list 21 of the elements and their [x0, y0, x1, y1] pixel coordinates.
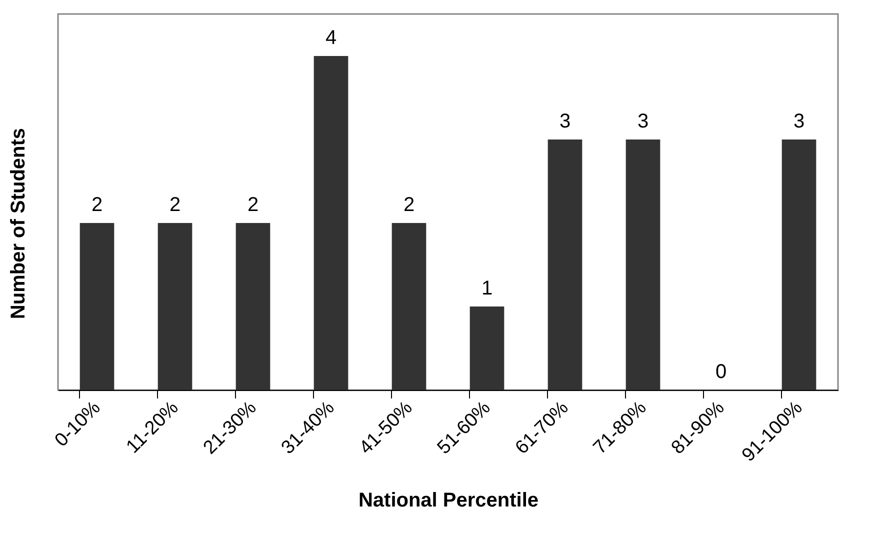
y-axis-title: Number of Students: [8, 128, 30, 320]
bar: [392, 223, 426, 390]
bar: [236, 223, 270, 390]
bar: [626, 140, 660, 390]
data-label: 0: [715, 361, 727, 383]
bar: [158, 223, 192, 390]
bar: [470, 306, 504, 390]
data-label: 3: [559, 110, 571, 132]
data-label: 3: [637, 110, 649, 132]
data-label: 2: [91, 194, 103, 216]
bar: [782, 140, 816, 390]
data-label: 4: [325, 27, 337, 49]
data-label: 2: [247, 194, 259, 216]
data-label: 3: [793, 110, 805, 132]
bar: [548, 140, 582, 390]
bar: [314, 56, 348, 390]
data-label: 2: [169, 194, 181, 216]
bar: [80, 223, 114, 390]
x-axis-title: National Percentile: [358, 489, 539, 512]
data-label: 1: [481, 278, 493, 300]
data-label: 2: [403, 194, 415, 216]
